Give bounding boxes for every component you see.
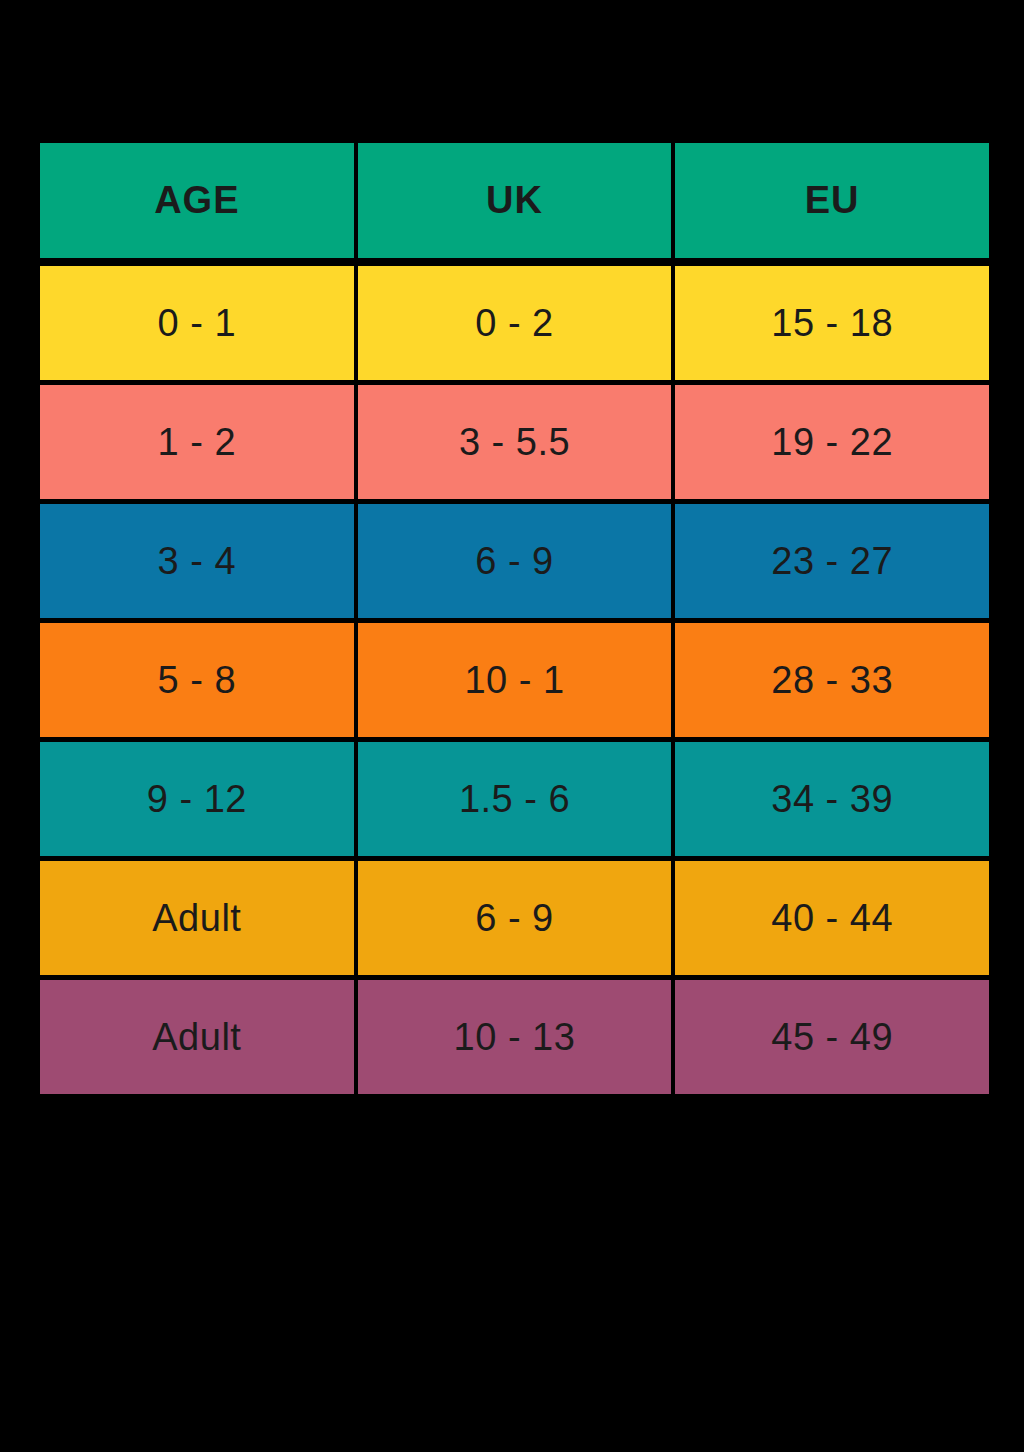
table-cell: 1 - 2 [40, 385, 354, 499]
table-cell: 6 - 9 [358, 504, 672, 618]
table-cell: 1.5 - 6 [358, 742, 672, 856]
shoe-size-conversion-table: AGE UK EU 0 - 1 0 - 2 15 - 18 1 - 2 3 - … [40, 143, 989, 1094]
table-cell: 45 - 49 [675, 980, 989, 1094]
table-cell: 5 - 8 [40, 623, 354, 737]
table-cell: 19 - 22 [675, 385, 989, 499]
table-cell: 10 - 1 [358, 623, 672, 737]
header-cell-eu: EU [675, 143, 989, 258]
table-cell: 3 - 4 [40, 504, 354, 618]
table-cell: 0 - 1 [40, 266, 354, 380]
table-cell: 10 - 13 [358, 980, 672, 1094]
page-background: { "page": { "background": "#000000", "te… [0, 0, 1024, 1452]
table-cell: 0 - 2 [358, 266, 672, 380]
table-cell: Adult [40, 861, 354, 975]
table-cell: 3 - 5.5 [358, 385, 672, 499]
header-cell-age: AGE [40, 143, 354, 258]
table-cell: 15 - 18 [675, 266, 989, 380]
table-cell: 9 - 12 [40, 742, 354, 856]
header-cell-uk: UK [358, 143, 672, 258]
table-header-row: AGE UK EU [40, 143, 989, 258]
table-body: 0 - 1 0 - 2 15 - 18 1 - 2 3 - 5.5 19 - 2… [40, 266, 989, 1094]
table-cell: 34 - 39 [675, 742, 989, 856]
table-cell: 23 - 27 [675, 504, 989, 618]
table-cell: 28 - 33 [675, 623, 989, 737]
table-cell: 40 - 44 [675, 861, 989, 975]
table-cell: Adult [40, 980, 354, 1094]
table-cell: 6 - 9 [358, 861, 672, 975]
